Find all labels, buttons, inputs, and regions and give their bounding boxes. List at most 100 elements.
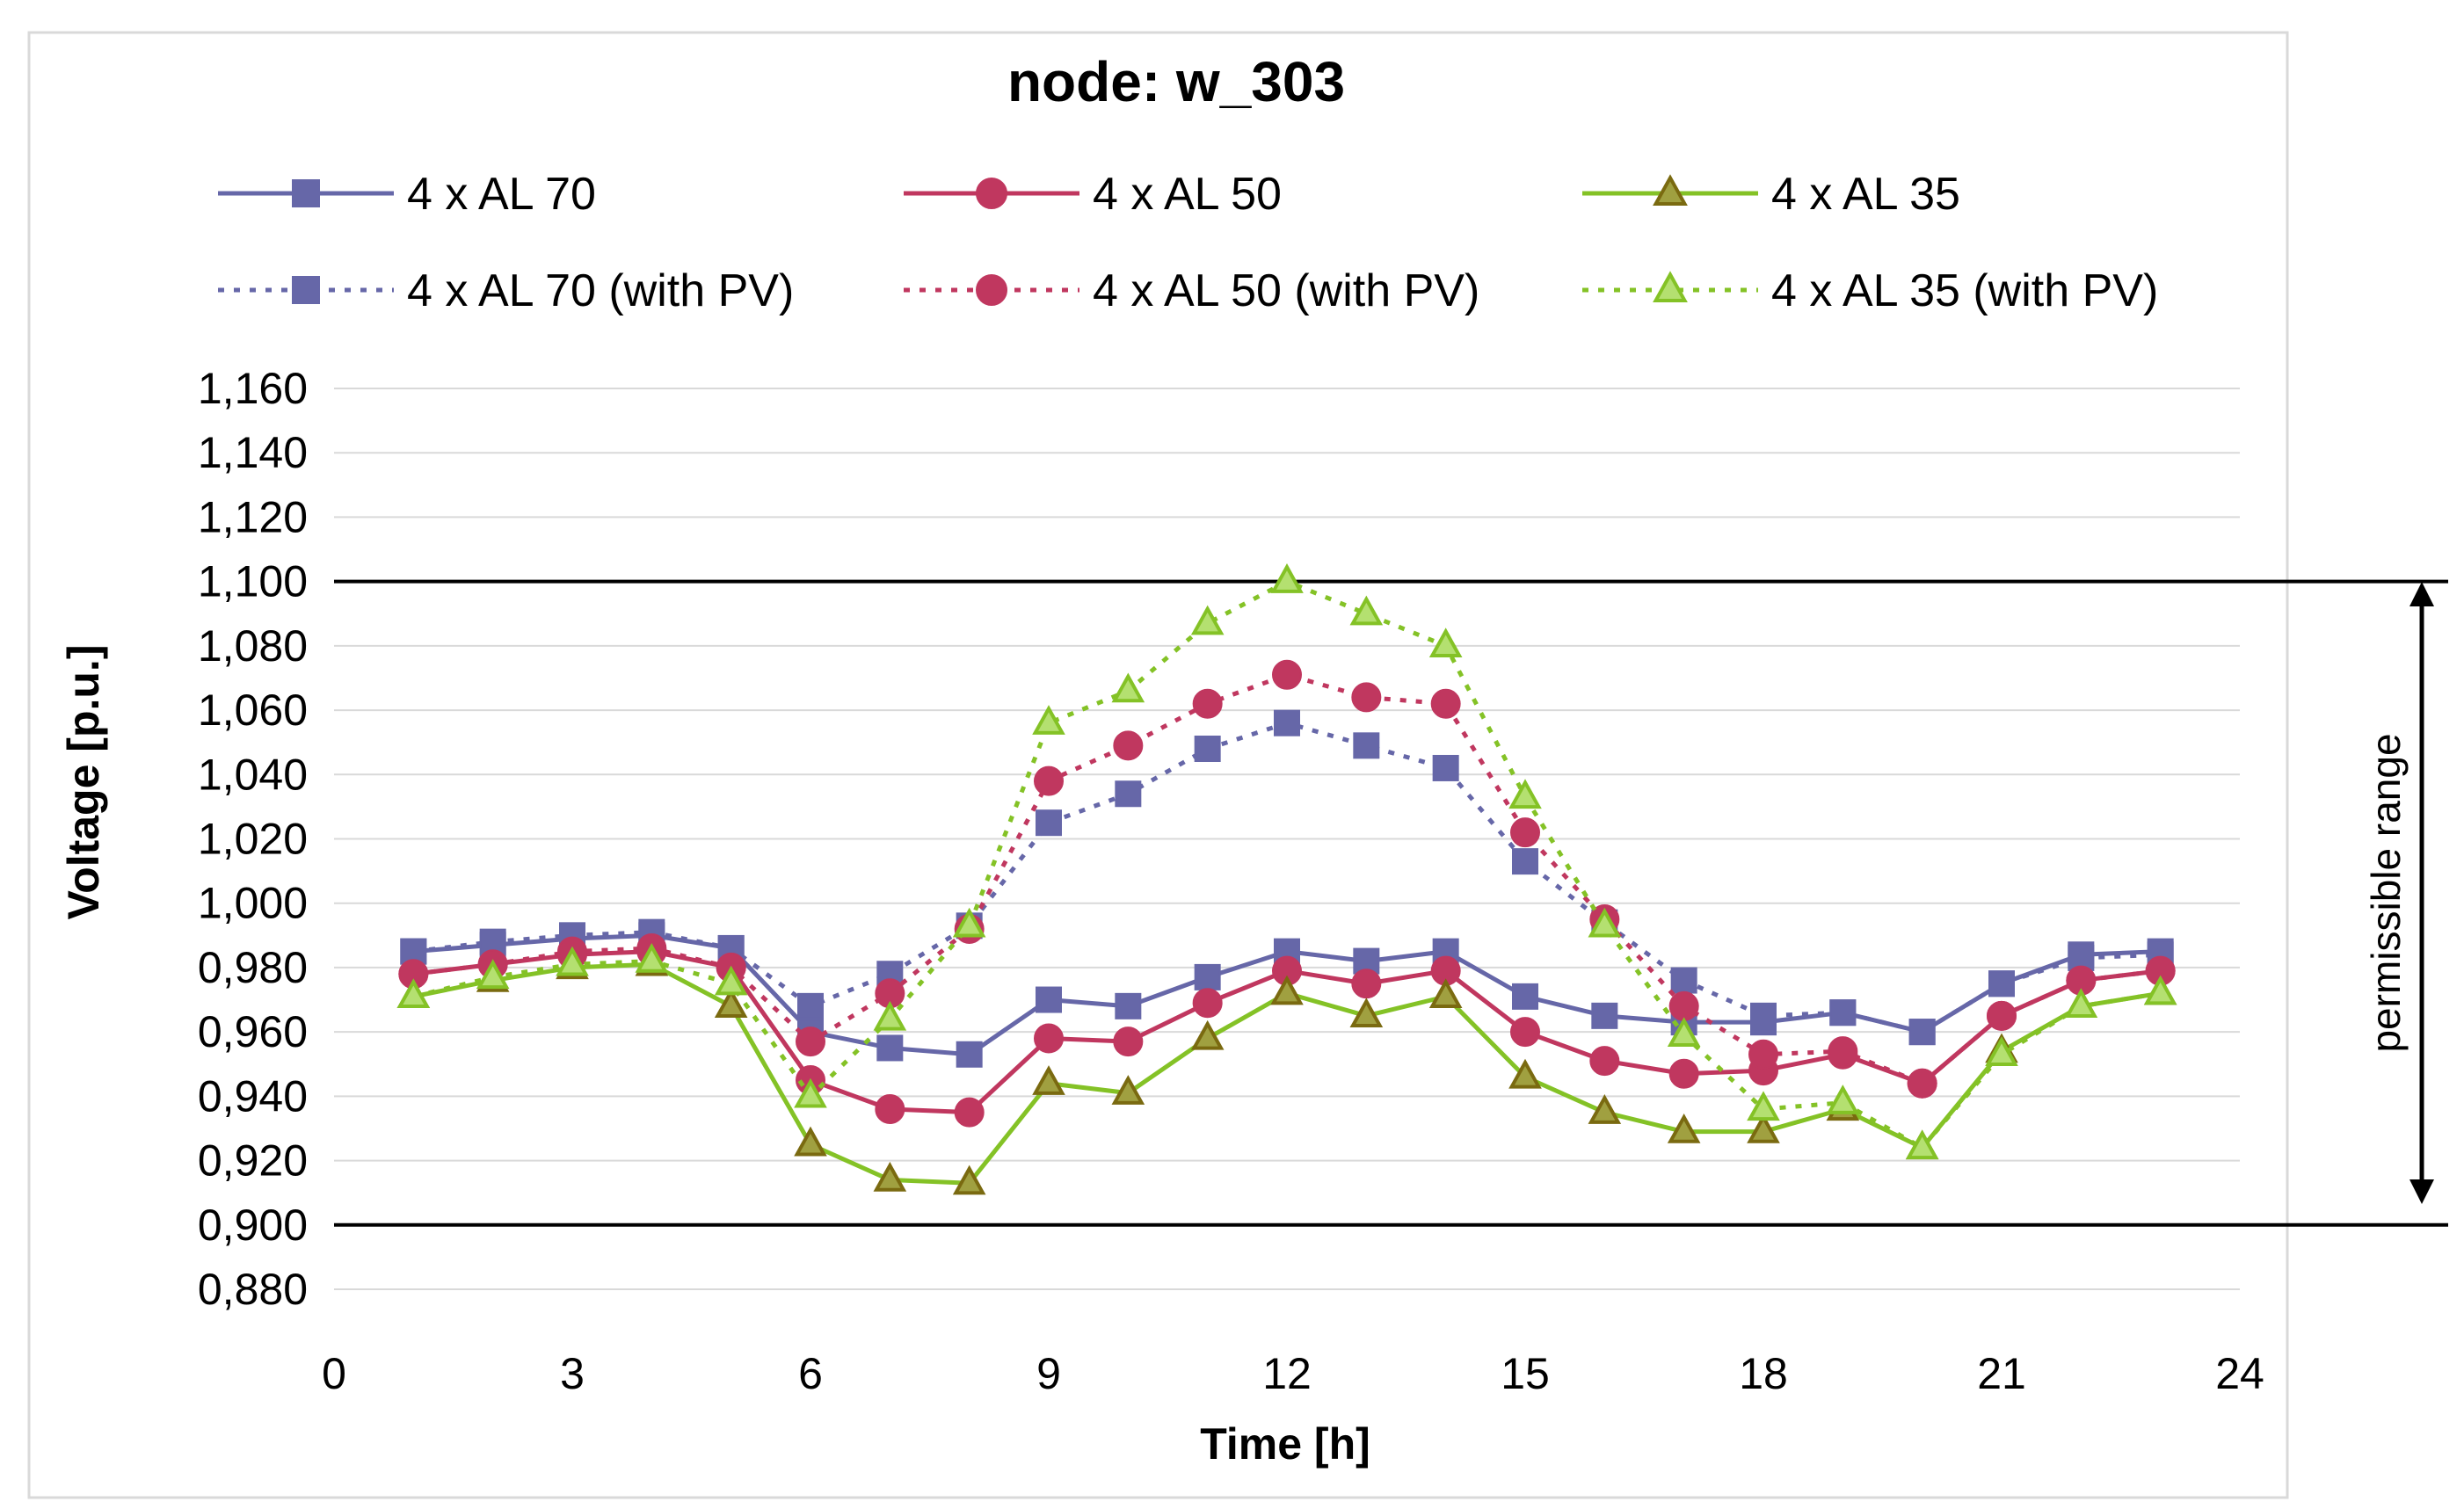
- data-point: [1829, 999, 1857, 1027]
- data-point: [1667, 1114, 1701, 1143]
- series-6: [396, 563, 2177, 1160]
- x-tick-label: 18: [1739, 1349, 1788, 1398]
- data-point: [1351, 969, 1382, 999]
- legend-label: 4 x AL 50 (with PV): [1093, 265, 1479, 316]
- x-tick-label: 21: [1977, 1349, 2026, 1398]
- y-tick-label: 1,000: [198, 879, 308, 928]
- data-point: [1668, 1058, 1699, 1089]
- data-point: [1113, 730, 1144, 761]
- data-point: [1032, 1065, 1065, 1095]
- data-point: [1510, 1017, 1540, 1048]
- legend-label: 4 x AL 50: [1093, 169, 1282, 220]
- x-tick-label: 12: [1262, 1349, 1312, 1398]
- legend-item: 4 x AL 70 (with PV): [218, 265, 794, 316]
- data-point: [1428, 978, 1463, 1009]
- data-point: [1036, 986, 1062, 1013]
- data-point: [714, 965, 748, 996]
- data-point: [1115, 780, 1142, 808]
- y-tick-label: 1,080: [198, 621, 308, 671]
- data-point: [1115, 992, 1142, 1019]
- data-point: [794, 1077, 827, 1108]
- data-point: [1588, 907, 1622, 938]
- data-series: [396, 563, 2177, 1195]
- y-tick-label: 1,140: [198, 428, 308, 477]
- legend-item: 4 x AL 50: [904, 169, 1282, 220]
- y-axis-title: Voltage [p.u.]: [59, 645, 108, 920]
- y-tick-label: 1,040: [198, 750, 308, 799]
- chart-area-border: [27, 31, 2289, 1499]
- data-point: [1349, 998, 1384, 1028]
- legend: 4 x AL 70 4 x AL 50 4 x AL 35 4 x AL 70 (wi…: [218, 169, 2158, 316]
- data-point: [1750, 1002, 1777, 1029]
- data-point: [1351, 682, 1382, 713]
- legend-item: 4 x AL 35 (with PV): [1582, 265, 2158, 316]
- y-tick-label: 1,120: [198, 492, 308, 541]
- data-point: [1512, 983, 1538, 1010]
- data-point: [1908, 1019, 1936, 1046]
- data-point: [1668, 990, 1699, 1021]
- legend-marker: [1653, 174, 1688, 206]
- data-point: [1589, 1046, 1620, 1077]
- data-point: [873, 1161, 907, 1192]
- data-point: [1828, 1036, 1858, 1067]
- legend-label: 4 x AL 35 (with PV): [1771, 265, 2158, 316]
- x-tick-label: 24: [2215, 1349, 2264, 1398]
- data-point: [1985, 1036, 2018, 1066]
- data-point: [1192, 688, 1223, 719]
- data-point: [794, 1126, 827, 1157]
- data-point: [1190, 1019, 1225, 1050]
- data-point: [556, 946, 589, 976]
- data-point: [1353, 732, 1380, 759]
- data-point: [1036, 809, 1062, 837]
- data-point: [1670, 967, 1697, 994]
- data-point: [1591, 1002, 1618, 1029]
- data-point: [1192, 988, 1223, 1019]
- data-point: [2143, 975, 2177, 1005]
- legend-item: 4 x AL 50 (with PV): [904, 265, 1479, 316]
- data-point: [396, 978, 431, 1009]
- data-point: [1508, 1058, 1542, 1089]
- data-point: [1111, 1075, 1145, 1105]
- range-arrow-up-icon: [2409, 582, 2434, 606]
- data-point: [1274, 709, 1300, 736]
- data-point: [1034, 765, 1064, 796]
- x-tick-label: 15: [1501, 1349, 1550, 1398]
- data-point: [1034, 1023, 1064, 1054]
- data-point: [1270, 975, 1304, 1005]
- legend-marker: [976, 178, 1007, 209]
- x-axis-title: Time [h]: [1200, 1419, 1370, 1469]
- data-point: [635, 943, 669, 973]
- x-axis-ticks: 0 3 6 9 12 15 18 21 24: [322, 1349, 2264, 1398]
- range-arrow-down-icon: [2409, 1179, 2434, 1204]
- legend-label: 4 x AL 35: [1771, 169, 1960, 220]
- range-label: permissible range: [2363, 733, 2409, 1052]
- data-point: [1430, 688, 1461, 719]
- data-point: [1194, 736, 1221, 762]
- y-tick-label: 1,060: [198, 686, 308, 735]
- data-point: [1270, 563, 1304, 593]
- data-point: [1588, 1094, 1622, 1124]
- x-tick-label: 6: [798, 1349, 823, 1398]
- data-point: [797, 992, 824, 1019]
- data-point: [1747, 1091, 1780, 1121]
- data-point: [1432, 754, 1459, 781]
- legend-marker: [976, 274, 1007, 306]
- y-tick-label: 1,020: [198, 815, 308, 864]
- data-point: [873, 1000, 907, 1031]
- data-point: [1190, 605, 1225, 635]
- data-point: [1987, 1000, 2017, 1031]
- data-point: [875, 1094, 905, 1124]
- data-point: [1508, 779, 1542, 809]
- data-point: [1428, 628, 1463, 658]
- chart-title: node: w_303: [1007, 50, 1345, 113]
- y-tick-label: 0,900: [198, 1201, 308, 1250]
- data-point: [1747, 1114, 1780, 1143]
- y-axis-ticks: 1,160 1,140 1,120 1,100 1,080 1,060 1,040 1,020…: [198, 364, 308, 1314]
- legend-label: 4 x AL 70 (with PV): [407, 265, 794, 316]
- legend-item: 4 x AL 35: [1582, 169, 1960, 220]
- data-point: [876, 1034, 904, 1062]
- permissible-range-annotation: permissible range: [2363, 582, 2434, 1204]
- legend-marker: [292, 276, 320, 304]
- data-point: [1907, 1068, 1937, 1099]
